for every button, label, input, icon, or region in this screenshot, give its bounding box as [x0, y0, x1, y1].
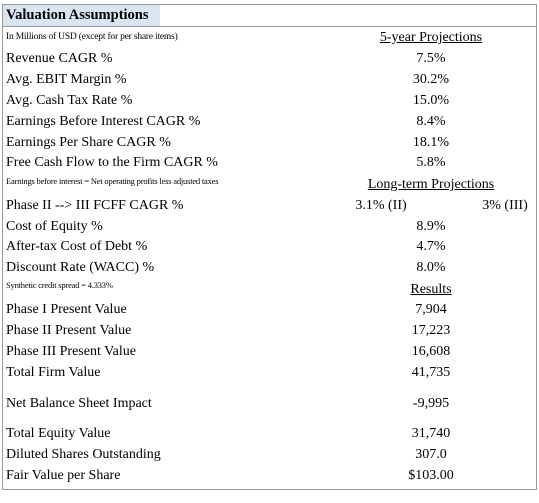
row-label: Earnings Before Interest CAGR % — [6, 114, 201, 129]
row-value: -9,995 — [412, 396, 450, 411]
row-label: After-tax Cost of Debt % — [6, 239, 148, 254]
row-value: 307.0 — [415, 447, 447, 462]
row-label: Phase II Present Value — [6, 323, 132, 338]
row-label: Avg. Cash Tax Rate % — [6, 93, 133, 108]
section-note: Synthetic credit spread = 4.333% — [6, 280, 113, 290]
row-value: 18.1% — [412, 135, 450, 150]
section-note: Earnings before interest = Net operating… — [6, 176, 219, 186]
row-value: 4.7% — [416, 239, 446, 254]
row-value: 41,735 — [411, 365, 451, 380]
row-label: Earnings Per Share CAGR % — [6, 135, 171, 150]
row-label: Total Equity Value — [6, 426, 111, 441]
row-label: Avg. EBIT Margin % — [6, 72, 127, 87]
row-label: Phase II --> III FCFF CAGR % — [6, 198, 184, 213]
row-value: 16,608 — [411, 344, 451, 359]
row-label: Phase III Present Value — [6, 344, 136, 359]
row-label: Phase I Present Value — [6, 302, 127, 317]
row-label: Free Cash Flow to the Firm CAGR % — [6, 155, 218, 170]
row-value: 8.9% — [416, 219, 446, 234]
row-value: 7,904 — [415, 302, 447, 317]
row-value: 5.8% — [416, 155, 446, 170]
row-label: Discount Rate (WACC) % — [6, 260, 155, 275]
row-value: 15.0% — [412, 93, 450, 108]
row-value: 3.1% (II) — [355, 198, 407, 213]
title-rule — [2, 26, 537, 27]
row-label: Net Balance Sheet Impact — [6, 396, 152, 411]
row-value: 30.2% — [412, 72, 450, 87]
title: Valuation Assumptions — [6, 7, 149, 23]
row-label: Revenue CAGR % — [6, 51, 113, 66]
title-background — [3, 5, 160, 26]
row-value: 31,740 — [411, 426, 451, 441]
row-value: 17,223 — [411, 323, 451, 338]
row-label: Diluted Shares Outstanding — [6, 447, 161, 462]
row-value: 8.4% — [416, 114, 446, 129]
row-label: Cost of Equity % — [6, 219, 103, 234]
section-header: Long-term Projections — [367, 177, 495, 192]
row-label: Total Firm Value — [6, 365, 101, 380]
row-value: 3% (III) — [482, 198, 528, 213]
row-value: 7.5% — [416, 51, 446, 66]
row-value: $103.00 — [408, 468, 454, 483]
subtitle: In Millions of USD (except for per share… — [6, 32, 178, 42]
section-header: Results — [410, 282, 452, 297]
section-header: 5-year Projections — [379, 30, 483, 45]
frame — [2, 4, 537, 490]
row-value: 8.0% — [416, 260, 446, 275]
row-label: Fair Value per Share — [6, 468, 121, 483]
